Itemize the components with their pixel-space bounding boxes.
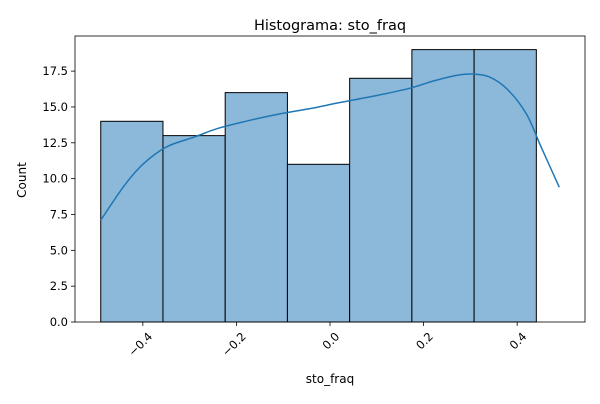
y-tick-label: 7.5 (50, 207, 68, 221)
histogram-bar (224, 92, 288, 323)
x-tick-label: 0.2 (413, 329, 436, 352)
x-tick-label: −0.4 (126, 329, 156, 359)
y-tick-label: 17.5 (42, 64, 68, 78)
y-tick-label: 15.0 (42, 100, 68, 114)
x-tick-label: 0.4 (507, 329, 530, 352)
y-ticks-layer: 0.0 2.5 5.0 7.5 10.0 12.5 15.0 17.5 (42, 64, 75, 329)
y-tick-label: 5.0 (50, 243, 68, 257)
histogram-bar (162, 135, 226, 323)
y-tick-label: 2.5 (50, 279, 68, 293)
y-axis-label: Count (15, 162, 29, 198)
x-axis-label: sto_fraq (306, 372, 354, 386)
histogram-bar (286, 163, 351, 323)
bars-layer (100, 49, 537, 323)
x-tick-label: 0.0 (320, 329, 343, 352)
histogram-bar (100, 120, 164, 323)
chart-title: Histograma: sto_fraq (254, 18, 406, 34)
x-ticks-layer: −0.4 −0.2 0.0 0.2 0.4 (126, 322, 530, 359)
histogram-bar (473, 49, 537, 323)
y-tick-label: 10.0 (42, 172, 68, 186)
histogram-bar (411, 49, 475, 323)
y-tick-label: 12.5 (42, 136, 68, 150)
kde-layer (100, 73, 560, 221)
kde-density-line (100, 73, 560, 221)
y-tick-label: 0.0 (50, 315, 68, 329)
x-tick-label: −0.2 (219, 329, 249, 359)
plot-area-frame (74, 35, 586, 323)
histogram-bar (349, 77, 413, 323)
